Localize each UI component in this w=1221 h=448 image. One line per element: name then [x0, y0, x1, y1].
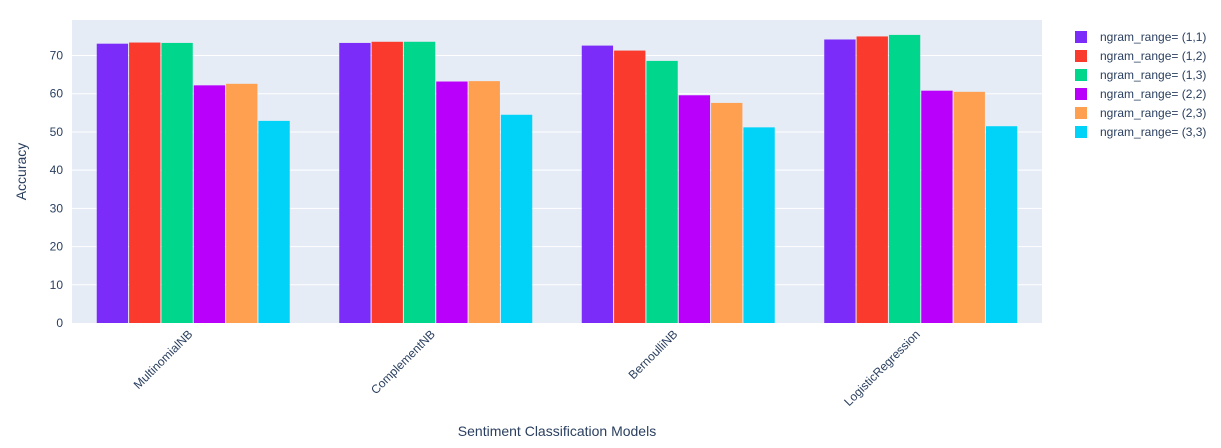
- bar: [678, 95, 711, 323]
- legend-swatch: [1075, 107, 1087, 119]
- y-tick-label: 70: [50, 49, 64, 63]
- legend-swatch: [1075, 50, 1087, 62]
- legend[interactable]: ngram_range= (1,1) ngram_range= (1,2) ngra…: [1075, 30, 1206, 139]
- bars: [96, 34, 1018, 324]
- bar: [921, 90, 953, 324]
- bar: [581, 45, 614, 324]
- legend-swatch: [1075, 31, 1087, 43]
- legend-item[interactable]: ngram_range= (1,3): [1075, 68, 1206, 82]
- legend-item[interactable]: ngram_range= (1,1): [1075, 30, 1206, 44]
- bar: [339, 42, 371, 323]
- x-tick-label: BernoulliNB: [626, 327, 681, 382]
- bar: [985, 126, 1018, 323]
- bar: [436, 81, 468, 323]
- bar: [161, 42, 193, 323]
- x-tick-label: LogisticRegression: [841, 327, 923, 409]
- bar: [193, 85, 226, 324]
- x-tick-label: ComplementNB: [368, 327, 438, 397]
- legend-swatch: [1075, 88, 1087, 100]
- bar: [500, 114, 533, 323]
- bar: [371, 41, 403, 323]
- legend-label: ngram_range= (2,2): [1100, 87, 1206, 101]
- bar: [888, 34, 921, 323]
- y-tick-label: 40: [50, 163, 64, 177]
- x-axis-title: Sentiment Classification Models: [458, 423, 656, 439]
- bar: [824, 39, 856, 324]
- legend-item[interactable]: ngram_range= (3,3): [1075, 125, 1206, 139]
- bar: [96, 43, 129, 323]
- legend-label: ngram_range= (2,3): [1100, 106, 1206, 120]
- bar: [953, 91, 985, 323]
- legend-swatch: [1075, 126, 1087, 138]
- bar: [258, 120, 290, 323]
- legend-label: ngram_range= (3,3): [1100, 125, 1206, 139]
- bar: [711, 102, 743, 324]
- y-tick-label: 60: [50, 87, 64, 101]
- y-tick-label: 50: [50, 125, 64, 139]
- y-tick-label: 0: [56, 316, 63, 330]
- bar: [614, 50, 646, 323]
- y-axis-ticks: 0 10 20 30 40 50 60 70: [50, 49, 64, 330]
- bar: [468, 81, 500, 323]
- legend-swatch: [1075, 69, 1087, 81]
- legend-label: ngram_range= (1,2): [1100, 49, 1206, 63]
- y-tick-label: 20: [50, 240, 64, 254]
- y-tick-label: 10: [50, 278, 64, 292]
- bar: [403, 41, 436, 323]
- legend-label: ngram_range= (1,3): [1100, 68, 1206, 82]
- y-axis-title: Accuracy: [13, 143, 29, 201]
- y-tick-label: 30: [50, 201, 64, 215]
- legend-item[interactable]: ngram_range= (1,2): [1075, 49, 1206, 63]
- bar: [856, 36, 888, 323]
- bar: [743, 127, 775, 323]
- bar: [646, 60, 678, 324]
- legend-item[interactable]: ngram_range= (2,3): [1075, 106, 1206, 120]
- bar: [129, 42, 161, 323]
- bar: [226, 83, 258, 323]
- legend-label: ngram_range= (1,1): [1100, 30, 1206, 44]
- legend-item[interactable]: ngram_range= (2,2): [1075, 87, 1206, 101]
- x-axis-ticks: MultinomialNB ComplementNB BernoulliNB Logi…: [131, 327, 923, 409]
- x-tick-label: MultinomialNB: [131, 327, 196, 392]
